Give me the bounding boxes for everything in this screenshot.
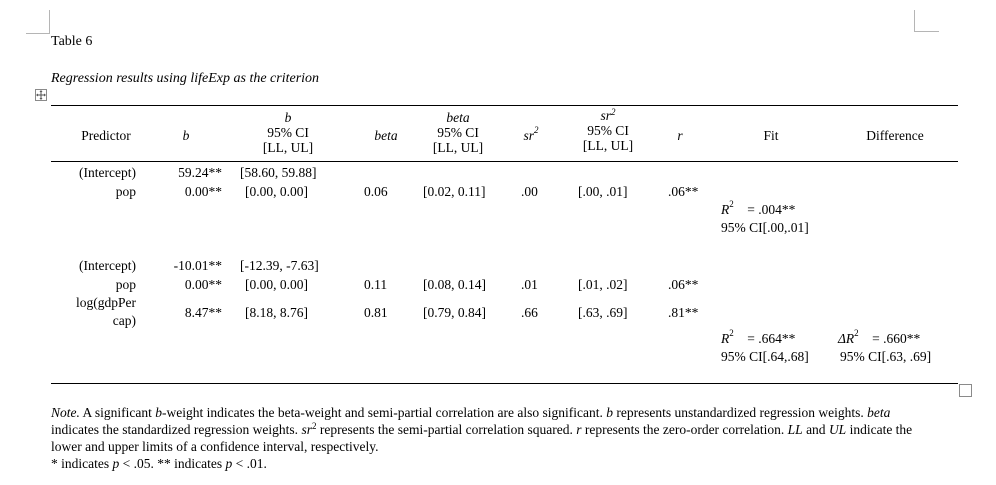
m2-diff-r2: ΔR2 = .660** [838, 328, 921, 346]
table-number: Table 6 [51, 34, 93, 49]
header-beta-ci-top: beta [446, 110, 470, 125]
m2-row2-beta-ci: [0.08, 0.14] [423, 277, 486, 292]
crop-mark-top-left-horizontal [26, 33, 50, 34]
m2-row1-b-ci: [-12.39, -7.63] [240, 258, 319, 273]
header-b-ci-mid: 95% CI [267, 125, 309, 140]
table-top-rule [51, 105, 958, 106]
m2-row3-sr2: .66 [521, 305, 538, 320]
m1-row2-beta: 0.06 [364, 184, 388, 199]
m1-row1-b-ci: [58.60, 59.88] [240, 165, 317, 180]
m1-row2-r: .06** [668, 184, 699, 199]
header-b: b [182, 128, 190, 143]
table-bottom-rule [51, 383, 958, 384]
m2-fit-r2: R2 = .664** [721, 328, 796, 346]
m2-row2-b: 0.00** [184, 277, 222, 292]
header-predictor: Predictor [81, 128, 131, 143]
header-beta-ci: beta 95% CI [LL, UL] [413, 110, 503, 155]
m1-row2-beta-ci: [0.02, 0.11] [423, 184, 486, 199]
header-sr2-ci: sr2 95% CI [LL, UL] [563, 107, 653, 153]
table-title: Regression results using lifeExp as the … [51, 71, 320, 86]
table-move-handle-icon[interactable] [35, 89, 47, 101]
m2-row3-predictor-line1: log(gdpPer [76, 295, 136, 310]
m2-row3-predictor-line2: cap) [112, 313, 136, 328]
header-b-ci: b 95% CI [LL, UL] [238, 110, 338, 155]
header-sr2-ci-bot: [LL, UL] [582, 138, 634, 153]
m2-row3-b-ci: [8.18, 8.76] [245, 305, 308, 320]
header-sr2-ci-mid: 95% CI [587, 123, 629, 138]
m2-row3-r: .81** [668, 305, 699, 320]
m2-row3-beta-ci: [0.79, 0.84] [423, 305, 486, 320]
header-sr2: sr2 [523, 125, 539, 143]
header-fit: Fit [763, 128, 779, 143]
m2-row3-beta: 0.81 [364, 305, 388, 320]
header-sr2-ci-top: sr2 [600, 107, 616, 123]
m2-diff-ci: 95% CI[.63, .69] [840, 349, 932, 364]
header-b-ci-bot: [LL, UL] [262, 140, 314, 155]
header-beta-ci-mid: 95% CI [437, 125, 479, 140]
header-beta-ci-bot: [LL, UL] [432, 140, 484, 155]
crop-mark-top-right-vertical [914, 10, 915, 32]
table-resize-handle[interactable] [959, 384, 972, 397]
m1-row1-b: 59.24** [178, 165, 222, 180]
m2-row3-sr2-ci: [.63, .69] [578, 305, 628, 320]
m2-fit-ci: 95% CI[.64,.68] [721, 349, 809, 364]
m2-row2-b-ci: [0.00, 0.00] [245, 277, 308, 292]
m2-row3-b: 8.47** [184, 305, 222, 320]
header-b-ci-top: b [284, 110, 292, 125]
m2-row2-predictor: pop [115, 277, 136, 292]
m1-row2-sr2-ci: [.00, .01] [578, 184, 628, 199]
m1-row2-sr2: .00 [521, 184, 538, 199]
m1-row2-b-ci: [0.00, 0.00] [245, 184, 308, 199]
m1-row2-predictor: pop [115, 184, 136, 199]
header-difference: Difference [866, 128, 924, 143]
table-header-rule [51, 161, 958, 162]
crop-mark-top-right-horizontal [914, 31, 939, 32]
m1-row2-b: 0.00** [184, 184, 222, 199]
m2-row1-predictor: (Intercept) [79, 258, 136, 273]
table-note: Note. A significant b-weight indicates t… [51, 405, 913, 471]
m2-row2-sr2-ci: [.01, .02] [578, 277, 628, 292]
header-beta: beta [374, 128, 398, 143]
header-r: r [677, 128, 683, 143]
m1-fit-r2: R2 = .004** [721, 199, 796, 217]
crop-mark-top-left-vertical [49, 10, 50, 34]
m1-row1-predictor: (Intercept) [79, 165, 136, 180]
m2-row1-b: -10.01** [173, 258, 222, 273]
m2-row2-r: .06** [668, 277, 699, 292]
m2-row2-sr2: .01 [521, 277, 538, 292]
m2-row2-beta: 0.11 [364, 277, 388, 292]
m1-fit-ci: 95% CI[.00,.01] [721, 220, 809, 235]
